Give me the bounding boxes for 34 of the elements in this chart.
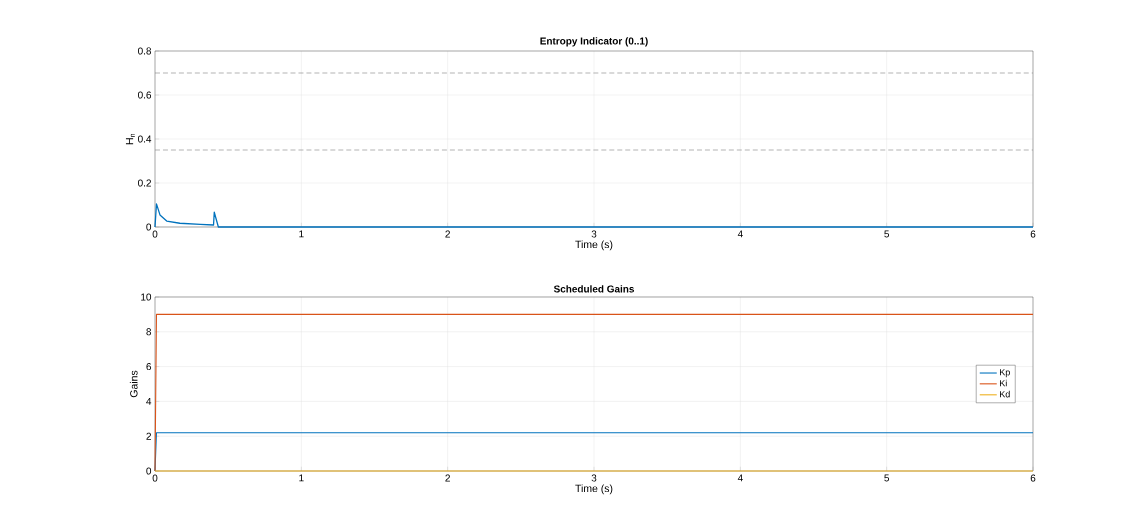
x-tick-label: 1 bbox=[299, 230, 304, 238]
y-tick-label: 4 bbox=[146, 397, 152, 405]
x-axis-title: Time (s) bbox=[575, 484, 613, 495]
y-tick-label: 8 bbox=[146, 328, 152, 336]
x-tick-label: 5 bbox=[884, 230, 890, 238]
chart-title: Entropy Indicator (0..1) bbox=[540, 37, 648, 47]
x-tick-label: 0 bbox=[152, 474, 158, 482]
y-tick-label: 0.4 bbox=[138, 135, 152, 143]
y-tick-label: 10 bbox=[141, 293, 152, 301]
legend-label: Kd bbox=[1000, 390, 1010, 398]
y-tick-label: 2 bbox=[146, 432, 151, 440]
x-tick-label: 6 bbox=[1030, 474, 1036, 482]
y-tick-label: 0 bbox=[146, 467, 152, 475]
x-tick-label: 0 bbox=[152, 230, 158, 238]
y-axis-title: Gains bbox=[129, 370, 138, 398]
x-tick-label: 2 bbox=[445, 474, 450, 482]
y-axis-title: H$_{n}$ bbox=[125, 133, 135, 145]
y-tick-label: 0.8 bbox=[138, 47, 152, 55]
legend-label: Kp bbox=[1000, 369, 1010, 378]
x-axis-title: Time (s) bbox=[575, 240, 613, 251]
y-tick-label: 6 bbox=[146, 363, 152, 371]
chart-title: Scheduled Gains bbox=[553, 285, 635, 293]
x-tick-label: 5 bbox=[884, 474, 890, 482]
x-tick-label: 2 bbox=[445, 230, 450, 238]
y-tick-label: 0.2 bbox=[138, 179, 151, 187]
y-tick-label: 0.6 bbox=[138, 91, 152, 99]
legend-label: Ki bbox=[1000, 379, 1007, 387]
x-tick-label: 4 bbox=[737, 474, 743, 482]
y-tick-label: 0 bbox=[146, 223, 152, 231]
x-tick-label: 1 bbox=[299, 474, 304, 482]
x-tick-label: 3 bbox=[591, 474, 597, 482]
x-tick-label: 6 bbox=[1030, 230, 1036, 238]
x-tick-label: 4 bbox=[737, 230, 743, 238]
x-tick-label: 3 bbox=[591, 230, 597, 238]
